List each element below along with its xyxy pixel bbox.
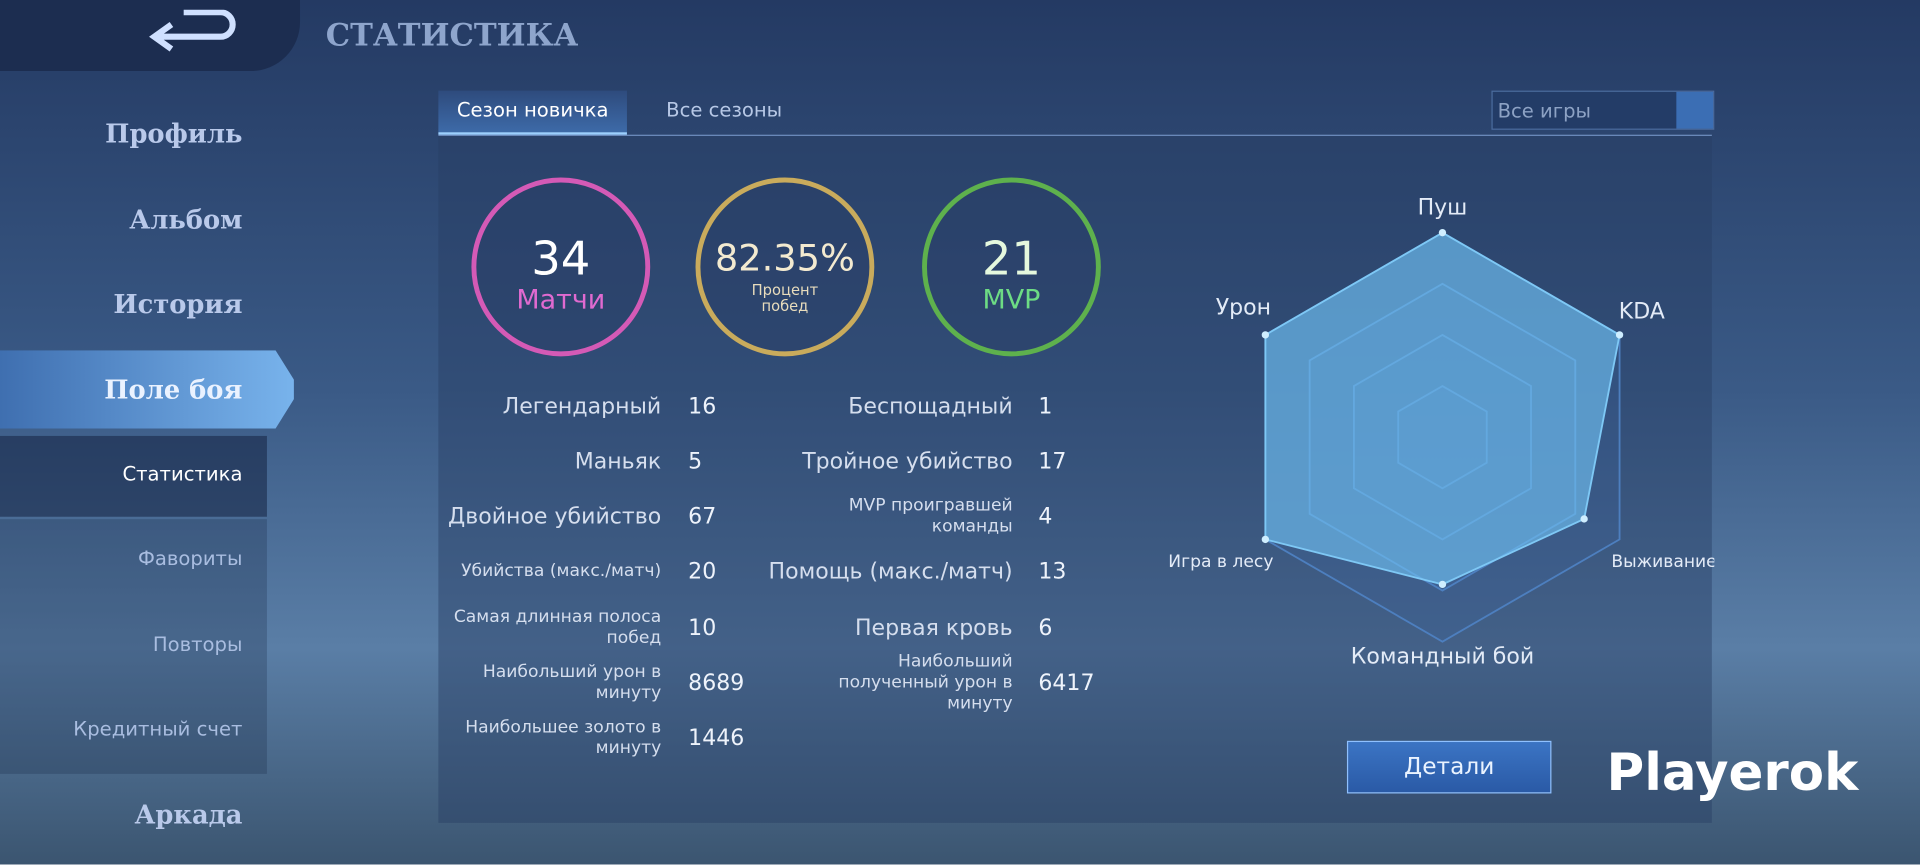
tab-active[interactable]: Сезон новичка	[438, 90, 627, 135]
menu-item[interactable]: Повторы	[152, 632, 243, 656]
submenu-bg	[0, 519, 267, 774]
filter-dropdown[interactable]: Все игры	[1491, 90, 1715, 130]
summary-circle: 82.35% Процент побед	[695, 177, 875, 357]
selected-item-bg	[0, 435, 267, 517]
radar-axis-label: KDA	[1619, 299, 1665, 324]
summary-circle: 34 Матчи	[471, 177, 651, 357]
menu-item[interactable]: Аркада	[134, 798, 243, 830]
watermark: Playerok	[1606, 742, 1859, 803]
stat-label: Убийства (макс./матч)	[461, 561, 662, 582]
summary-value: 82.35%	[714, 237, 855, 281]
radar-axis-label: Игра в лесу	[1168, 552, 1273, 572]
stat-value: 4	[1038, 503, 1053, 530]
active-section-bg	[0, 350, 294, 429]
radar-point	[1580, 515, 1588, 523]
menu-item[interactable]: Поле боя	[104, 374, 243, 405]
stat-value: 1	[1038, 393, 1053, 420]
stat-label: Двойное убийство	[448, 503, 662, 530]
stat-value: 6	[1038, 615, 1053, 642]
tab[interactable]: Все сезоны	[666, 97, 783, 122]
radar-point	[1261, 331, 1270, 339]
stat-value: 8689	[688, 670, 745, 697]
summary-label: Матчи	[516, 285, 606, 316]
back-panel	[0, 0, 301, 72]
stat-value: 6417	[1038, 670, 1095, 697]
menu-item[interactable]: Статистика	[122, 462, 243, 486]
stat-value: 17	[1038, 448, 1067, 475]
menu-item[interactable]: Фавориты	[137, 546, 243, 571]
summary-circle: 21 MVP	[922, 177, 1101, 357]
radar-chart: Пуш KDA Выживание Командный бой Игра в лесу У…	[1168, 195, 1714, 670]
radar-point	[1261, 535, 1270, 544]
summary-label: MVP	[982, 285, 1041, 316]
summary-label: Процент побед	[751, 281, 819, 315]
summary-value: 21	[981, 231, 1042, 286]
tab-line	[438, 134, 1712, 136]
stat-value: 5	[688, 448, 703, 475]
stat-value: 10	[688, 615, 717, 642]
stat-label: Тройное убийство	[802, 448, 1013, 475]
stat-value: 20	[688, 558, 717, 585]
radar-point	[1438, 580, 1447, 589]
stat-value: 1446	[688, 725, 745, 752]
menu-item[interactable]: Кредитный счет	[73, 716, 243, 741]
stat-label: Беспощадный	[848, 393, 1013, 420]
radar-point	[1615, 331, 1624, 339]
details-button[interactable]: Детали	[1346, 740, 1552, 794]
stat-label: Легендарный	[502, 393, 662, 420]
radar-point	[1438, 228, 1447, 237]
menu-item[interactable]: Профиль	[105, 118, 243, 149]
radar-axis-label: Командный бой	[1351, 645, 1534, 670]
stat-value: 13	[1038, 558, 1067, 585]
stat-value: 16	[688, 393, 717, 420]
stat-label: Маньяк	[574, 448, 662, 475]
stat-label: Наибольшее золото в минуту	[465, 717, 662, 758]
stat-label: MVP проигравшей команды	[848, 495, 1013, 537]
summary-value: 34	[531, 231, 591, 286]
stat-label: Самая длинная полоса побед	[453, 607, 662, 648]
page-title: СТАТИСТИКА	[325, 17, 579, 53]
menu-item[interactable]: История	[113, 288, 243, 319]
dropdown-arrow	[1676, 91, 1714, 129]
stat-value: 67	[688, 503, 717, 530]
radar-axis-label: Пуш	[1418, 195, 1468, 220]
menu-item[interactable]: Альбом	[129, 203, 243, 235]
filter-label: Все игры	[1497, 99, 1591, 123]
stat-label: Помощь (макс./матч)	[768, 558, 1013, 585]
back-button[interactable]	[147, 9, 245, 64]
radar-axis-label: Выживание	[1611, 552, 1714, 572]
stat-label: Первая кровь	[854, 615, 1013, 642]
radar-axis-label: Урон	[1216, 296, 1271, 321]
stat-label: Наибольший урон в минуту	[482, 662, 662, 703]
stat-label: Наибольший полученный урон в минуту	[838, 652, 1013, 714]
